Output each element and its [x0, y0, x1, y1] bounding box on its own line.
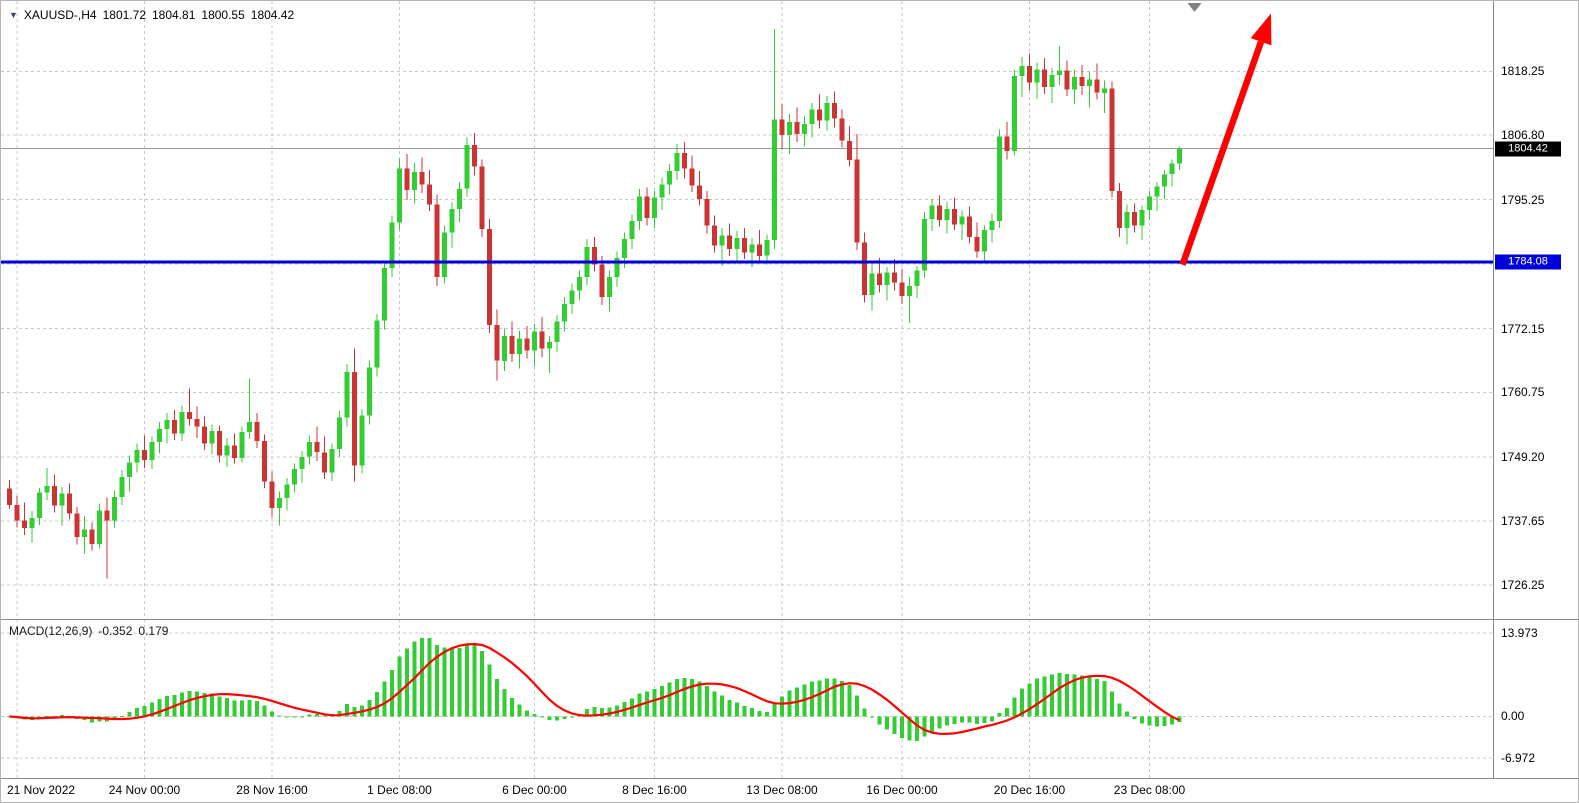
price-axis-label: 1806.80 — [1501, 128, 1545, 143]
price-axis-label: 1726.25 — [1501, 577, 1545, 592]
trend-arrow — [1179, 13, 1272, 266]
time-axis-label: 1 Dec 08:00 — [367, 783, 432, 797]
price-axis-label: 1772.15 — [1501, 321, 1545, 336]
current-price-badge: 1804.42 — [1495, 141, 1561, 156]
macd-label: MACD(12,26,9) — [9, 624, 93, 638]
time-axis-label: 20 Dec 16:00 — [993, 783, 1066, 797]
macd-histogram — [7, 638, 1182, 741]
time-axis[interactable]: 21 Nov 2022 24 Nov 00:00 28 Nov 16:00 1 Dec… — [1, 779, 1493, 802]
ohlc-high: 1804.81 — [152, 8, 196, 22]
chart-shift-marker-icon — [1187, 3, 1202, 12]
symbol-dropdown-icon[interactable]: ▼ — [9, 10, 18, 20]
pane-separators — [1, 1, 1578, 779]
vertical-gridlines — [16, 1, 1150, 778]
ohlc-open: 1801.72 — [102, 8, 146, 22]
time-axis-label: 13 Dec 08:00 — [746, 783, 818, 797]
macd-gridlines — [1, 632, 1493, 759]
macd-axis-label: 13.973 — [1501, 626, 1538, 640]
ohlc-close: 1804.42 — [250, 8, 295, 22]
macd-main-value: -0.352 — [98, 624, 133, 638]
time-axis-label: 8 Dec 16:00 — [622, 783, 687, 797]
hline-price-badge: 1784.08 — [1495, 254, 1561, 270]
time-axis-label: 6 Dec 00:00 — [502, 783, 567, 797]
price-axis-label: 1818.25 — [1501, 64, 1545, 79]
price-axis-label: 1795.25 — [1501, 192, 1545, 207]
price-axis-label: 1749.20 — [1501, 449, 1545, 464]
time-axis-label: 28 Nov 16:00 — [236, 783, 308, 797]
macd-indicator-readout: MACD(12,26,9) -0.352 0.179 — [9, 624, 168, 638]
macd-signal-line — [9, 642, 1180, 736]
price-axis-label: 1737.65 — [1501, 514, 1545, 529]
time-axis-label: 23 Dec 08:00 — [1113, 783, 1186, 797]
ohlc-low: 1800.55 — [201, 8, 245, 22]
macd-axis-label: 0.00 — [1501, 709, 1525, 724]
candles — [7, 29, 1182, 579]
price-axis-label: 1760.75 — [1501, 385, 1545, 400]
macd-axis-label: -6.972 — [1501, 751, 1536, 765]
symbol-period-label: XAUUSD-,H4 — [23, 8, 97, 22]
time-axis-label: 24 Nov 00:00 — [108, 783, 181, 797]
time-axis-label: 16 Dec 00:00 — [866, 783, 938, 797]
macd-signal-value: 0.179 — [138, 624, 169, 638]
ohlc-readout: ▼ XAUUSD-,H4 1801.72 1804.81 1800.55 180… — [9, 8, 294, 22]
time-axis-label: 21 Nov 2022 — [7, 783, 76, 797]
price-axis[interactable]: 1804.42 1784.08 1818.25 1806.80 1795.25 177… — [1494, 1, 1578, 778]
